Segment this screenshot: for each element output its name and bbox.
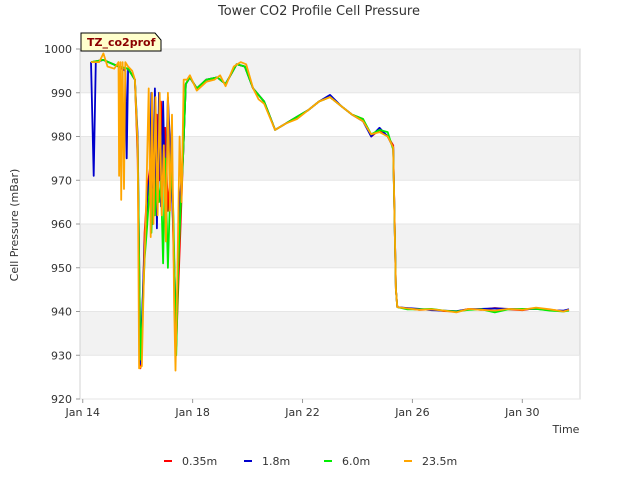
chart-title: Tower CO2 Profile Cell Pressure: [217, 4, 420, 19]
legend-item: 6.0m: [324, 455, 370, 468]
y-axis-title: Cell Pressure (mBar): [8, 169, 21, 282]
legend-label: 6.0m: [342, 455, 370, 468]
y-tick-label: 950: [51, 262, 72, 275]
y-tick-label: 940: [51, 306, 72, 319]
site-tag-label: TZ_co2prof: [87, 36, 156, 49]
grid-band: [80, 49, 580, 93]
series-line-23-5m: [91, 52, 570, 372]
x-tick-label: Jan 22: [284, 406, 319, 419]
x-tick-label: Jan 14: [65, 406, 100, 419]
legend-item: 0.35m: [164, 455, 217, 468]
legend: 0.35m 1.8m 6.0m 23.5m: [164, 455, 457, 468]
y-tick-label: 920: [51, 393, 72, 406]
legend-label: 0.35m: [182, 455, 217, 468]
x-tick-label: Jan 18: [174, 406, 209, 419]
x-axis-title: Time: [552, 423, 580, 436]
site-tag-box: [80, 32, 162, 52]
y-tick-label: 960: [51, 218, 72, 231]
y-tick-label: 930: [51, 349, 72, 362]
y-tick-label: 970: [51, 174, 72, 187]
site-tag: TZ_co2prof: [80, 32, 162, 52]
x-tick-label: Jan 30: [504, 406, 539, 419]
legend-item: 1.8m: [244, 455, 290, 468]
grid-bands: [80, 49, 580, 356]
y-axis-ticks: 920 930 940 950 960 970 980 990 1000: [44, 43, 80, 406]
legend-label: 1.8m: [262, 455, 290, 468]
legend-item: 23.5m: [404, 455, 457, 468]
y-tick-label: 980: [51, 131, 72, 144]
x-tick-label: Jan 26: [394, 406, 429, 419]
y-tick-label: 1000: [44, 43, 72, 56]
grid-band: [80, 311, 580, 356]
legend-label: 23.5m: [422, 455, 457, 468]
x-axis-ticks: Jan 14 Jan 18 Jan 22 Jan 26 Jan 30: [65, 399, 540, 419]
grid-band: [80, 224, 580, 268]
series-lines: [90, 52, 570, 372]
y-tick-label: 990: [51, 87, 72, 100]
